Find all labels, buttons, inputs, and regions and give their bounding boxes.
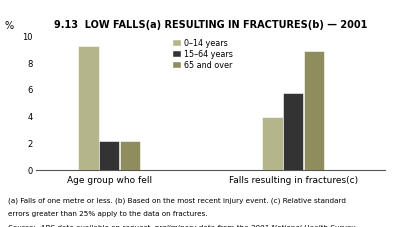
- Text: %: %: [4, 21, 13, 31]
- Legend: 0–14 years, 15–64 years, 65 and over: 0–14 years, 15–64 years, 65 and over: [173, 39, 233, 70]
- Bar: [304, 51, 324, 170]
- Text: Source:  ABS data available on request, preliminary data from the 2001 National : Source: ABS data available on request, p…: [8, 225, 357, 227]
- Bar: [120, 141, 140, 170]
- Text: errors greater than 25% apply to the data on fractures.: errors greater than 25% apply to the dat…: [8, 211, 208, 217]
- Bar: [79, 46, 99, 170]
- Text: (a) Falls of one metre or less. (b) Based on the most recent injury event. (c) R: (a) Falls of one metre or less. (b) Base…: [8, 197, 346, 204]
- Title: 9.13  LOW FALLS(a) RESULTING IN FRACTURES(b) — 2001: 9.13 LOW FALLS(a) RESULTING IN FRACTURES…: [54, 20, 367, 30]
- Bar: [283, 93, 303, 170]
- Bar: [99, 141, 119, 170]
- Bar: [262, 117, 283, 170]
